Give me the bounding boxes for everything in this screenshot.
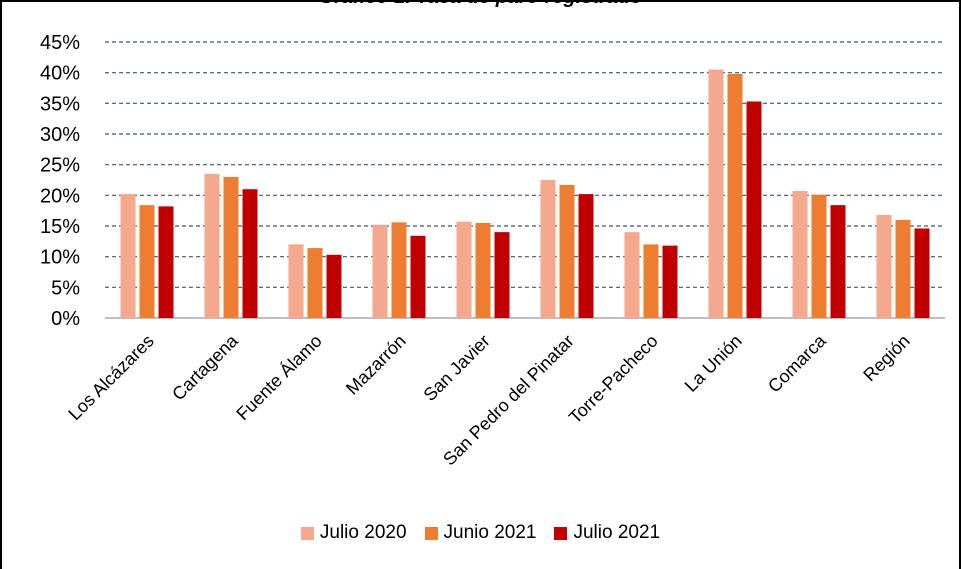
bar <box>643 244 659 318</box>
bar <box>830 205 846 318</box>
bar <box>559 184 575 318</box>
bar <box>662 245 678 318</box>
y-tick-label: 30% <box>40 124 80 146</box>
legend-swatch <box>424 526 438 540</box>
legend-label: Julio 2021 <box>573 522 661 543</box>
bar <box>914 228 930 318</box>
bar <box>391 222 407 318</box>
bar <box>876 214 892 318</box>
x-tick-label: Los Alcázares <box>64 331 157 424</box>
bar <box>727 73 743 318</box>
bar <box>456 221 472 318</box>
x-tick-label: Comarca <box>764 330 830 396</box>
y-tick-label: 35% <box>40 93 80 115</box>
bar <box>540 180 556 318</box>
x-tick-label: Fuente Álamo <box>232 331 325 424</box>
bar <box>204 173 220 318</box>
y-axis: 0% 5% 10% 15% 20% 25% 30% 35% 40% 45% <box>40 32 80 330</box>
bar <box>746 101 762 318</box>
bar <box>223 176 239 318</box>
y-tick-label: 0% <box>51 308 80 330</box>
legend-item: Julio 2020 <box>300 522 407 544</box>
bar <box>624 232 640 318</box>
bar <box>242 189 258 318</box>
bar <box>139 205 155 318</box>
legend-label: Julio 2020 <box>319 522 407 543</box>
y-tick-label: 45% <box>40 32 80 54</box>
bar <box>307 248 323 318</box>
bar <box>372 224 388 318</box>
bar <box>708 69 724 318</box>
y-tick-label: 15% <box>40 216 80 238</box>
bar <box>792 191 808 318</box>
x-tick-label: Mazarrón <box>342 331 410 399</box>
bar <box>288 244 304 318</box>
bar <box>811 194 827 318</box>
y-tick-label: 10% <box>40 247 80 269</box>
legend-item: Julio 2021 <box>554 522 660 544</box>
legend-item: Junio 2021 <box>424 522 537 544</box>
legend-label: Junio 2021 <box>443 522 537 543</box>
x-tick-label: San Javier <box>420 331 494 405</box>
bar <box>120 194 136 318</box>
bar <box>410 235 426 318</box>
x-tick-label: Región <box>859 331 913 385</box>
y-tick-label: 20% <box>40 185 80 207</box>
bar <box>895 219 911 318</box>
bar <box>475 222 491 318</box>
x-tick-label: Torre-Pacheco <box>565 331 662 428</box>
x-tick-label: Cartagena <box>168 330 242 404</box>
legend-swatch <box>554 526 568 540</box>
legend: Julio 2020 Junio 2021 Julio 2021 <box>0 522 961 544</box>
y-tick-label: 5% <box>51 277 80 299</box>
bar <box>326 254 342 318</box>
bar <box>494 232 510 318</box>
bar <box>158 206 174 318</box>
y-tick-label: 40% <box>40 63 80 85</box>
chart-title: Gráfico 1. Tasa de paro registrado <box>0 0 961 9</box>
legend-swatch <box>300 526 314 540</box>
x-tick-label: La Unión <box>681 331 746 396</box>
bars <box>120 69 930 318</box>
y-tick-label: 25% <box>40 155 80 177</box>
bar <box>578 194 594 318</box>
